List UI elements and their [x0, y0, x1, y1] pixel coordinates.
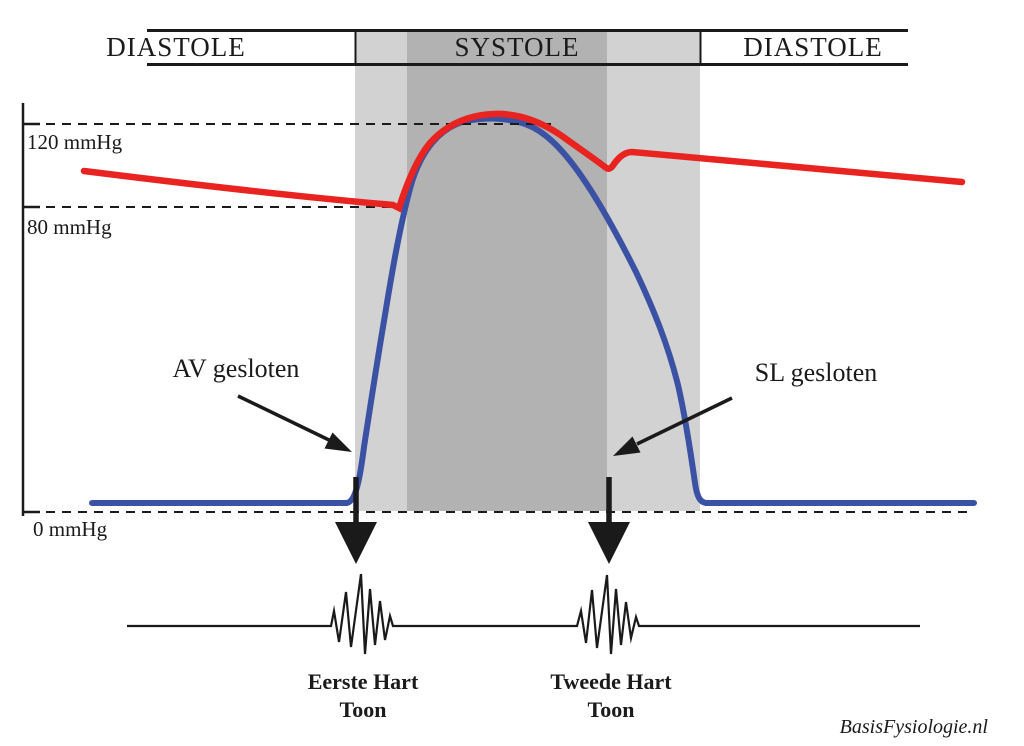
second-heart-sound-label: Tweede Hart Toon [550, 668, 671, 724]
sl-closed-label: SL gesloten [754, 358, 878, 387]
second-heart-sound-line2: Toon [587, 697, 635, 722]
pressure-label-120: 120 mmHg [27, 130, 123, 154]
sl-closed-arrowhead [613, 436, 641, 456]
phase-label-systole: SYSTOLE [454, 32, 580, 62]
credit-watermark: BasisFysiologie.nl [839, 716, 988, 738]
second-heart-sound-line1: Tweede Hart [550, 669, 672, 694]
first-sound-arrowhead [335, 522, 377, 564]
ventricular-pressure-curve [89, 115, 977, 506]
second-sound-arrowhead [588, 522, 630, 564]
phonocardiogram-trace [127, 573, 920, 655]
first-heart-sound-line2: Toon [339, 697, 387, 722]
first-heart-sound-label: Eerste Hart Toon [308, 668, 419, 724]
pressure-label-80: 80 mmHg [27, 215, 112, 239]
aortic-pressure-curve [80, 110, 966, 213]
av-closed-label: AV gesloten [172, 354, 300, 383]
sl-closed-arrow-line [636, 396, 733, 446]
av-closed-arrow-line [237, 394, 330, 442]
first-heart-sound-line1: Eerste Hart [307, 669, 419, 694]
phase-label-diastole-left: DIASTOLE [106, 32, 246, 62]
av-closed-arrowhead [324, 432, 352, 452]
phase-label-diastole-right: DIASTOLE [743, 32, 883, 62]
pressure-label-0: 0 mmHg [33, 517, 108, 541]
systole-ejection-shade [407, 29, 607, 511]
